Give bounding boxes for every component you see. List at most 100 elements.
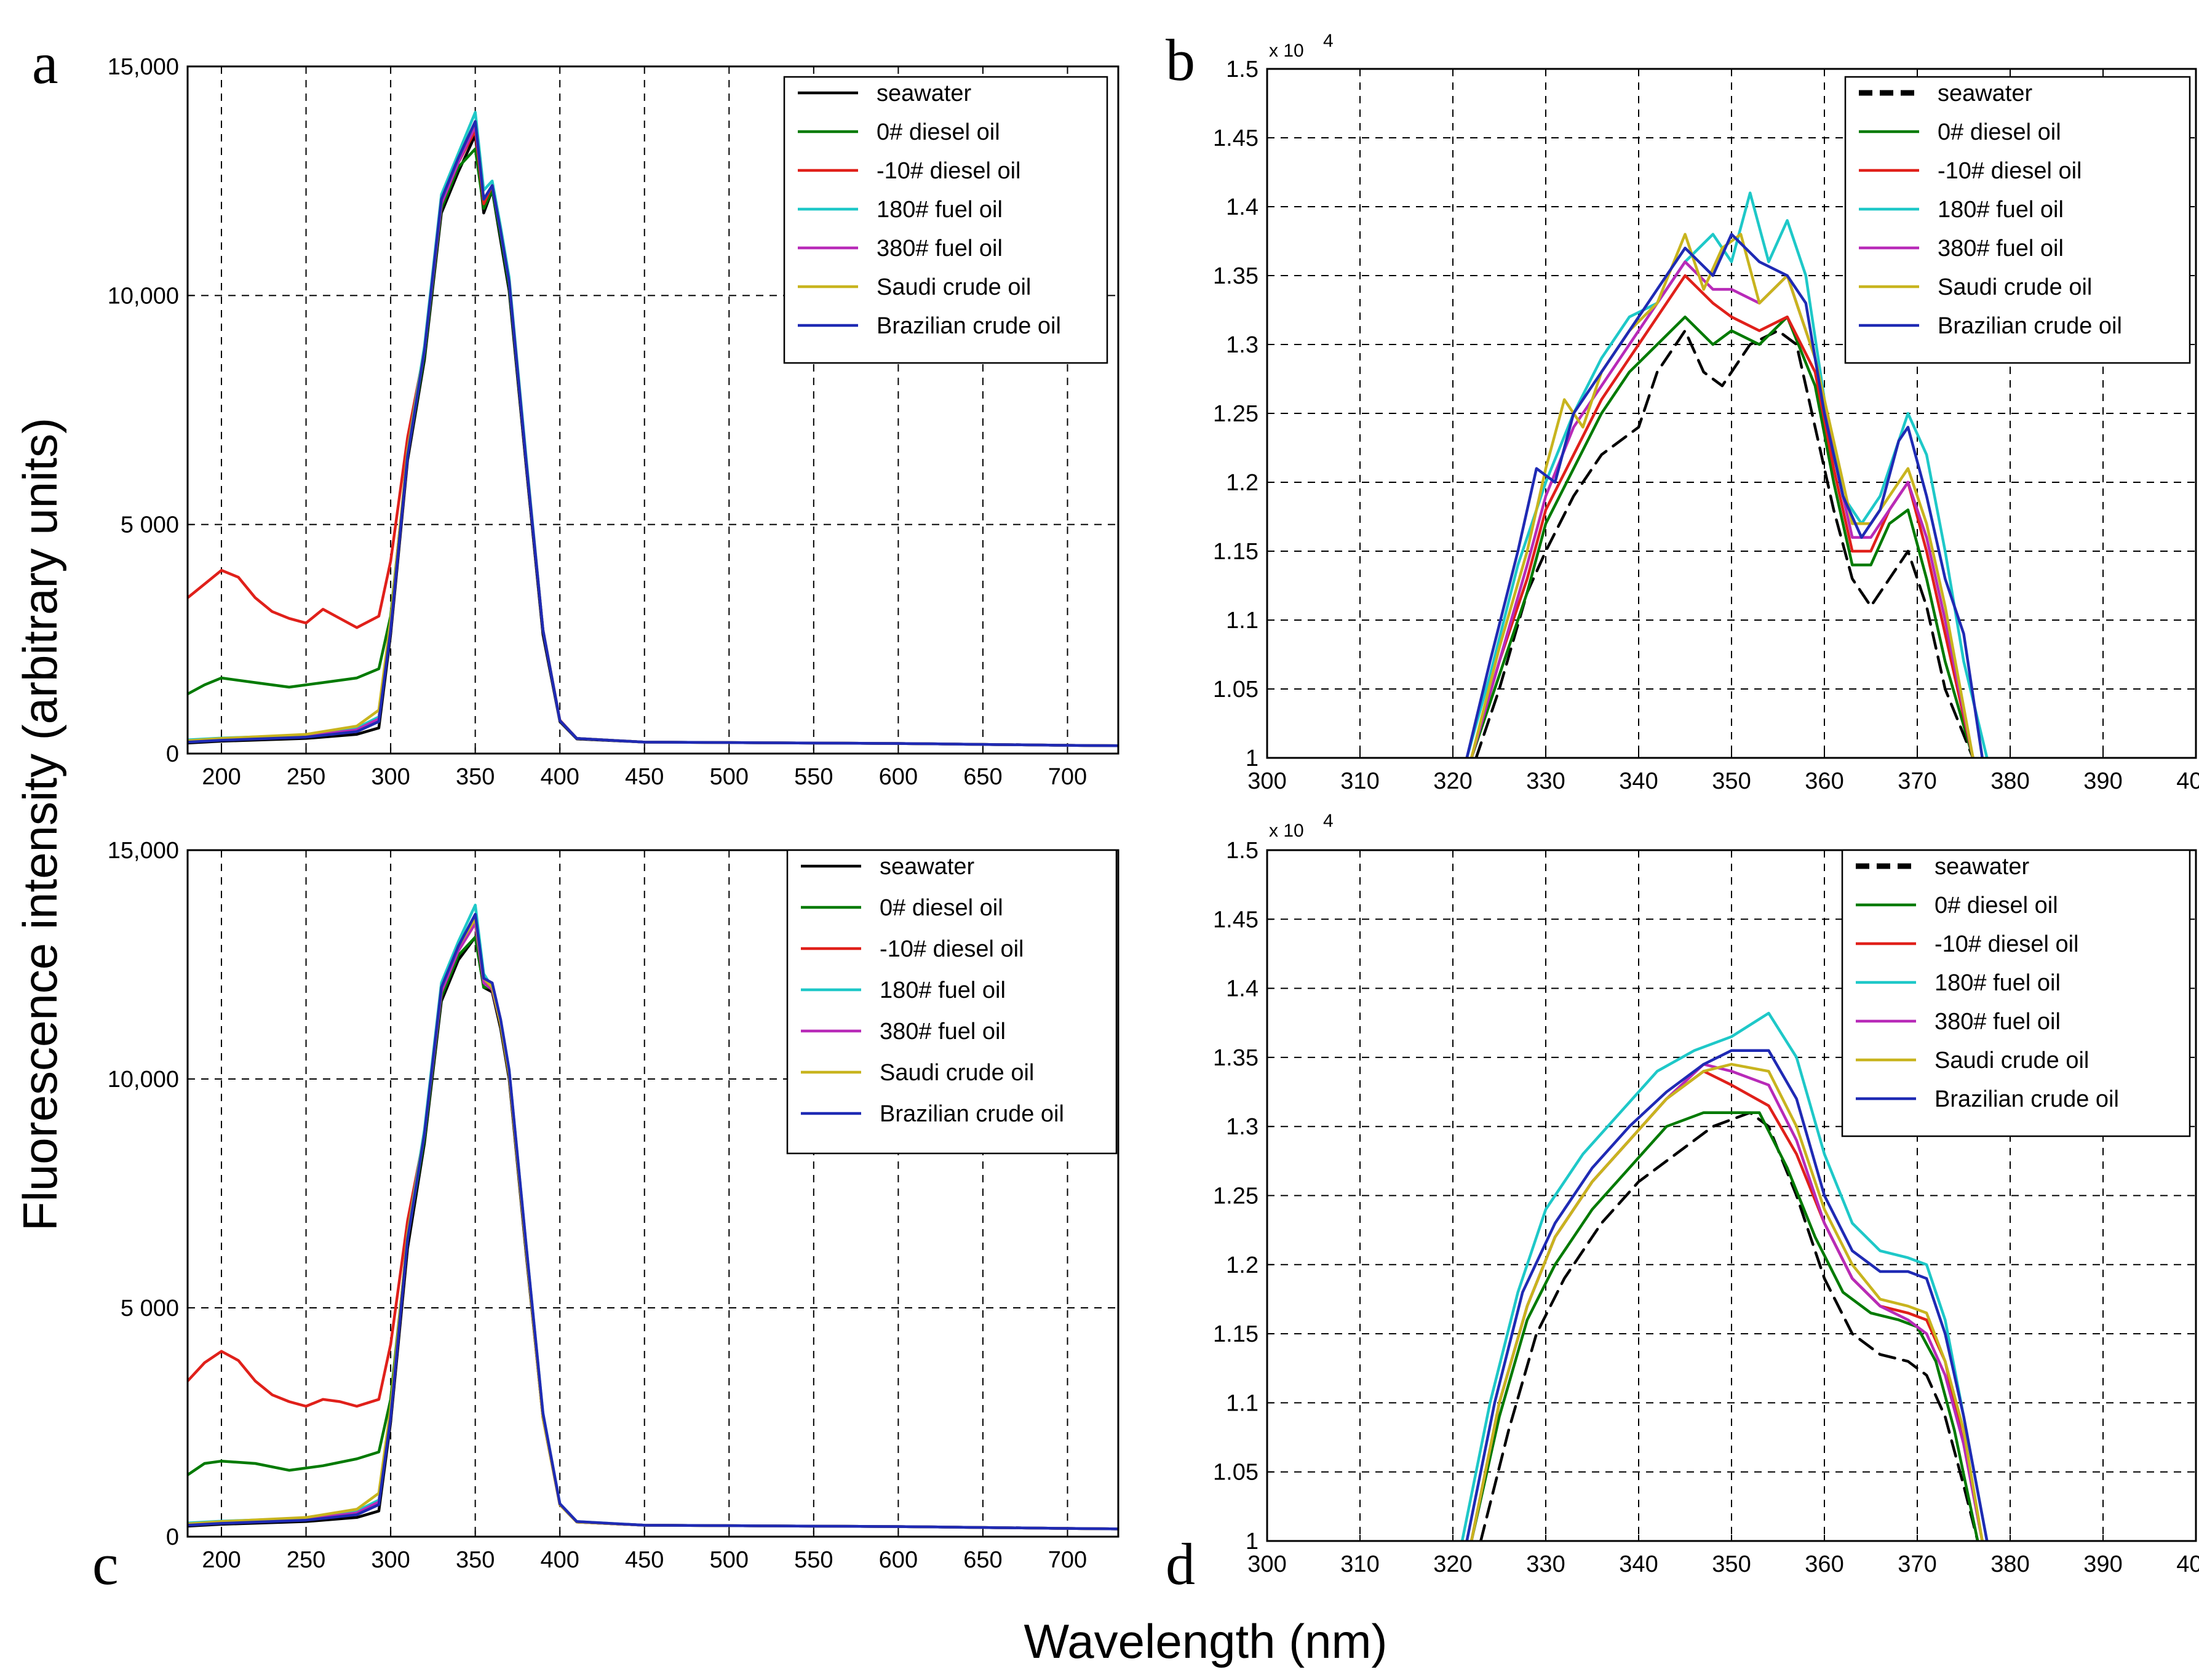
legend-label-b-6: Brazilian crude oil xyxy=(1938,313,2122,339)
x-tick-label-b: 320 xyxy=(1433,768,1472,794)
series-line-d-0 xyxy=(1479,1111,1979,1541)
y-tick-label-b: 1.35 xyxy=(1213,263,1259,289)
legend-label-c-6: Brazilian crude oil xyxy=(880,1101,1064,1127)
y-tick-label-b: 1.15 xyxy=(1213,539,1259,565)
x-tick-label-a: 350 xyxy=(456,764,495,790)
series-line-d-3 xyxy=(1460,1011,1989,1541)
y-tick-label-c: 15,000 xyxy=(108,838,179,864)
legend-label-b-1: 0# diesel oil xyxy=(1938,119,2061,145)
y-tick-label-b: 1.2 xyxy=(1226,470,1259,496)
legend-box-a xyxy=(783,76,1108,364)
series-line-d-6 xyxy=(1465,1049,1989,1541)
x-tick-label-c: 450 xyxy=(625,1547,664,1573)
panel-d-letter: d xyxy=(1166,1531,1195,1597)
y-tick-label-b: 1.4 xyxy=(1226,194,1259,220)
legend-box-d xyxy=(1841,849,2191,1137)
y-exponent-power-d: 4 xyxy=(1323,811,1334,831)
y-exponent-label-b: x 10 xyxy=(1269,41,1304,61)
x-tick-label-a: 650 xyxy=(963,764,1002,790)
x-tick-label-a: 500 xyxy=(710,764,749,790)
legend-label-d-5: Saudi crude oil xyxy=(1935,1048,2089,1073)
y-tick-label-d: 1.05 xyxy=(1213,1460,1259,1486)
legend-label-b-4: 380# fuel oil xyxy=(1938,236,2064,261)
x-tick-label-c: 250 xyxy=(287,1547,325,1573)
plot-frame-a xyxy=(186,65,1119,755)
y-tick-label-b: 1.1 xyxy=(1226,608,1259,634)
legend-label-a-5: Saudi crude oil xyxy=(877,274,1031,300)
y-tick-label-d: 1.2 xyxy=(1226,1252,1259,1278)
x-tick-label-b: 330 xyxy=(1526,768,1565,794)
y-tick-label-c: 10,000 xyxy=(108,1067,179,1093)
legend-label-d-1: 0# diesel oil xyxy=(1935,893,2058,918)
x-tick-label-c: 550 xyxy=(794,1547,833,1573)
legend-label-b-5: Saudi crude oil xyxy=(1938,274,2092,300)
x-tick-label-b: 380 xyxy=(1990,768,2029,794)
panel-a: a 200 250 300 350 400 450 500 550 600 650 700 0 5 00… xyxy=(32,30,1119,790)
legend-label-b-0: seawater xyxy=(1938,81,2033,106)
y-tick-label-d: 1 xyxy=(1246,1529,1259,1555)
x-tick-label-b: 350 xyxy=(1712,768,1751,794)
legend-label-b-3: 180# fuel oil xyxy=(1938,197,2064,223)
series-line-b-1 xyxy=(1469,315,1974,758)
plot-frame-c xyxy=(186,849,1119,1538)
x-tick-label-b: 340 xyxy=(1619,768,1658,794)
series-line-b-5 xyxy=(1469,233,1974,758)
figure-ylabel: Fluorescence intensity (arbitrary units) xyxy=(13,418,67,1231)
x-tick-label-b: 370 xyxy=(1898,768,1936,794)
x-tick-label-b: 310 xyxy=(1340,768,1379,794)
x-tick-label-a: 700 xyxy=(1048,764,1087,790)
y-tick-label-a: 5 000 xyxy=(121,512,179,538)
panel-c-letter: c xyxy=(92,1531,119,1597)
x-tick-label-d: 330 xyxy=(1526,1551,1565,1577)
x-tick-label-a: 600 xyxy=(879,764,918,790)
legend-label-a-4: 380# fuel oil xyxy=(877,236,1003,261)
x-tick-label-a: 200 xyxy=(202,764,241,790)
series-line-a-6 xyxy=(188,120,1118,747)
panel-d: d 300 310 320 330 340 350 360 370 380 390 400 1 1.05… xyxy=(1166,811,2199,1597)
x-tick-label-d: 320 xyxy=(1433,1551,1472,1577)
legend-label-d-4: 380# fuel oil xyxy=(1935,1009,2061,1035)
legend-box-c xyxy=(786,849,1118,1155)
legend-label-d-3: 180# fuel oil xyxy=(1935,970,2061,996)
y-tick-label-d: 1.4 xyxy=(1226,976,1259,1002)
x-tick-label-c: 500 xyxy=(710,1547,749,1573)
x-tick-label-d: 400 xyxy=(2176,1551,2199,1577)
x-tick-label-c: 300 xyxy=(371,1547,410,1573)
panel-a-letter: a xyxy=(32,30,58,96)
legend-label-d-0: seawater xyxy=(1935,854,2030,880)
y-tick-label-b: 1.45 xyxy=(1213,125,1259,151)
x-tick-label-d: 380 xyxy=(1990,1551,2029,1577)
legend-label-c-3: 180# fuel oil xyxy=(880,977,1006,1003)
y-exponent-power-b: 4 xyxy=(1323,31,1334,51)
y-tick-label-d: 1.45 xyxy=(1213,907,1259,933)
y-tick-label-b: 1.3 xyxy=(1226,332,1259,358)
legend-label-d-6: Brazilian crude oil xyxy=(1935,1086,2119,1112)
y-tick-label-c: 0 xyxy=(166,1524,179,1550)
legend-label-c-2: -10# diesel oil xyxy=(880,936,1024,962)
x-tick-label-b: 390 xyxy=(2083,768,2122,794)
x-tick-label-c: 400 xyxy=(540,1547,579,1573)
x-tick-label-a: 450 xyxy=(625,764,664,790)
plot-frame-b xyxy=(1266,68,2197,759)
panel-c: c 200 250 300 350 400 450 500 550 600 650 700 0 5 00… xyxy=(92,838,1119,1597)
x-tick-label-d: 370 xyxy=(1898,1551,1936,1577)
series-line-c-6 xyxy=(188,912,1118,1531)
y-tick-label-b: 1.5 xyxy=(1226,57,1259,82)
x-tick-label-d: 310 xyxy=(1340,1551,1379,1577)
y-tick-label-b: 1.05 xyxy=(1213,677,1259,703)
panel-b: b 300 310 320 330 340 350 360 370 380 390 400 1 1.05… xyxy=(1166,27,2199,794)
legend-label-a-6: Brazilian crude oil xyxy=(877,313,1061,339)
legend-label-a-3: 180# fuel oil xyxy=(877,197,1003,223)
y-tick-label-a: 0 xyxy=(166,741,179,767)
y-tick-label-c: 5 000 xyxy=(121,1296,179,1321)
legend-box-b xyxy=(1844,76,2191,364)
x-tick-label-c: 700 xyxy=(1048,1547,1087,1573)
x-tick-label-a: 550 xyxy=(794,764,833,790)
legend-label-a-2: -10# diesel oil xyxy=(877,158,1020,184)
x-tick-label-d: 350 xyxy=(1712,1551,1751,1577)
x-tick-label-c: 650 xyxy=(963,1547,1002,1573)
legend-label-c-5: Saudi crude oil xyxy=(880,1060,1034,1086)
x-tick-label-b: 400 xyxy=(2176,768,2199,794)
x-tick-label-b: 300 xyxy=(1247,768,1286,794)
